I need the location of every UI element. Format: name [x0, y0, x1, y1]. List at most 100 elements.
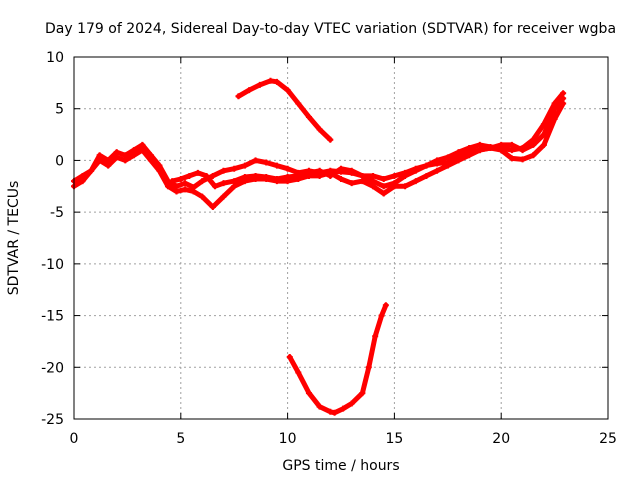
data-point: [231, 165, 238, 172]
data-point: [370, 183, 377, 190]
y-tick-label: 5: [55, 102, 64, 118]
x-tick-label: 25: [599, 431, 617, 447]
data-point: [359, 178, 366, 185]
data-point: [235, 93, 242, 100]
data-point: [455, 157, 462, 164]
data-point: [190, 188, 197, 195]
data-point: [96, 157, 103, 164]
y-tick-label: -20: [41, 360, 64, 376]
y-tick-label: 10: [46, 50, 64, 66]
data-point: [402, 183, 409, 190]
data-point: [498, 141, 505, 148]
data-point: [173, 188, 180, 195]
data-point: [412, 165, 419, 172]
x-tick-label: 20: [492, 431, 510, 447]
data-point: [139, 141, 146, 148]
data-point: [331, 409, 338, 416]
data-point: [284, 87, 291, 94]
data-point: [96, 152, 103, 159]
data-point: [380, 176, 387, 183]
data-point: [423, 162, 430, 169]
data-point: [284, 165, 291, 172]
chart-title: Day 179 of 2024, Sidereal Day-to-day VTE…: [45, 21, 616, 37]
data-point: [508, 141, 515, 148]
data-point: [252, 172, 259, 179]
data-point: [209, 172, 216, 179]
x-tick-label: 15: [385, 431, 403, 447]
data-point: [122, 152, 129, 159]
data-point: [316, 126, 323, 133]
y-tick-label: 0: [55, 153, 64, 169]
data-point: [105, 162, 112, 169]
data-point: [273, 78, 280, 85]
data-point: [560, 90, 567, 97]
data-point: [466, 149, 473, 156]
data-point: [295, 369, 302, 376]
data-point: [508, 155, 515, 162]
data-point: [327, 408, 334, 415]
data-point: [444, 154, 451, 161]
data-point: [305, 169, 312, 176]
data-point: [256, 81, 263, 88]
data-point: [79, 178, 86, 185]
data-point: [199, 178, 206, 185]
data-point: [327, 136, 334, 143]
data-point: [199, 193, 206, 200]
data-point: [169, 178, 176, 185]
y-tick-label: -5: [50, 205, 64, 221]
data-point: [348, 167, 355, 174]
data-point: [348, 400, 355, 407]
data-point: [530, 141, 537, 148]
data-point: [340, 405, 347, 412]
data-point: [316, 403, 323, 410]
data-point: [338, 176, 344, 183]
data-point: [241, 173, 248, 180]
y-tick-label: -10: [41, 257, 64, 273]
data-point: [434, 167, 441, 174]
data-point: [156, 167, 163, 174]
data-point: [203, 172, 210, 179]
data-point: [455, 152, 462, 159]
data-point: [305, 113, 312, 120]
data-point: [487, 145, 494, 152]
data-point: [177, 176, 184, 183]
data-point: [359, 172, 366, 179]
data-point: [211, 183, 218, 190]
data-point: [508, 147, 515, 154]
data-point: [130, 152, 137, 159]
data-point: [412, 178, 419, 185]
data-point: [139, 147, 146, 154]
data-point: [252, 157, 259, 164]
data-point: [88, 167, 95, 174]
series-group: [71, 77, 567, 416]
data-point: [540, 131, 547, 138]
data-point: [391, 172, 398, 179]
data-point: [327, 172, 334, 179]
data-point: [382, 302, 389, 309]
data-point: [273, 176, 280, 183]
data-point: [305, 390, 312, 397]
data-point: [540, 141, 547, 148]
data-point: [560, 95, 567, 102]
x-axis-label: GPS time / hours: [282, 458, 399, 474]
data-point: [444, 159, 451, 166]
data-point: [365, 364, 372, 371]
data-point: [316, 167, 323, 174]
data-point: [130, 147, 137, 154]
data-point: [113, 149, 120, 156]
data-point: [231, 183, 238, 190]
data-point: [194, 169, 201, 176]
data-point: [551, 105, 558, 112]
data-point: [391, 183, 398, 190]
data-point: [220, 167, 227, 174]
data-point: [434, 160, 441, 167]
data-point: [519, 147, 526, 154]
x-tick-label: 0: [70, 431, 79, 447]
series-line-upper-arc: [236, 78, 333, 143]
tick-marks: [73, 56, 609, 420]
data-point: [186, 172, 193, 179]
data-point: [246, 87, 253, 94]
